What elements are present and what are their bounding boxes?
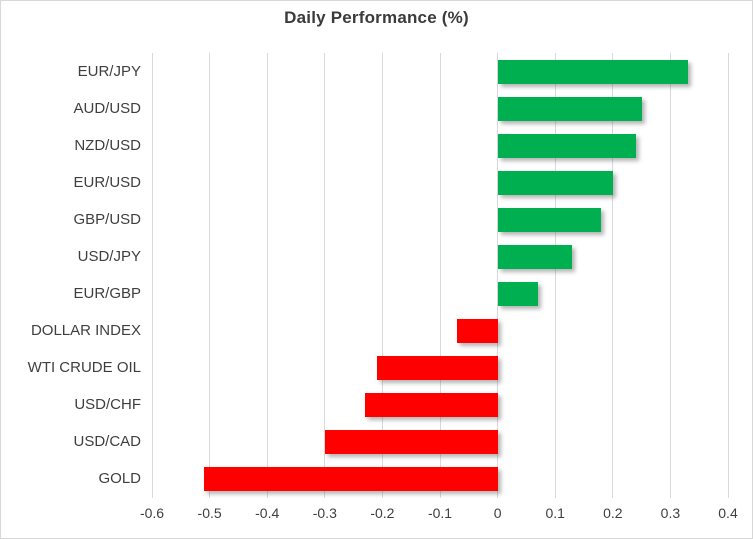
bar-eur-usd [497,170,613,195]
bar-eur-jpy [497,59,688,84]
plot-area [151,53,729,498]
category-label-usd-jpy: USD/JPY [77,247,141,265]
gridline--0_6 [151,53,153,498]
chart-title: Daily Performance (%) [284,8,469,27]
category-label-gbp-usd: GBP/USD [73,210,141,228]
gridline-0 [497,53,499,498]
gridline--0_2 [381,53,383,498]
gridline-0_1 [554,53,556,498]
xtick-label-0_3: 0.3 [660,505,681,521]
bar-wti-crude-oil [376,356,498,381]
category-label-usd-cad: USD/CAD [73,433,141,451]
gridline--0_1 [439,53,441,498]
xtick-label-0_2: 0.2 [603,505,623,521]
category-label-nzd-usd: NZD/USD [74,136,141,154]
gridline-0_4 [727,53,729,498]
xtick-label--0_5: -0.5 [197,505,222,521]
bar-dollar-index [457,319,498,344]
xtick-label--0_2: -0.2 [370,505,395,521]
xtick-label--0_3: -0.3 [312,505,337,521]
xtick-label--0_1: -0.1 [427,505,453,521]
category-label-eur-gbp: EUR/GBP [73,285,141,303]
xtick-label--0_4: -0.4 [255,505,280,521]
bar-nzd-usd [497,133,636,158]
xtick-label-0_4: 0.4 [718,505,738,521]
xtick-label--0_6: -0.6 [139,505,165,521]
xtick-label-0: 0 [493,505,502,521]
bar-gold [203,467,498,492]
category-label-eur-usd: EUR/USD [73,173,141,191]
bar-eur-gbp [497,282,538,307]
xtick-label-0_1: 0.1 [545,505,565,521]
bar-usd-jpy [497,244,573,269]
category-label-aud-usd: AUD/USD [73,99,141,117]
category-label-wti-crude-oil: WTI CRUDE OIL [27,359,141,377]
category-label-gold: GOLD [98,470,141,488]
bar-usd-chf [365,393,498,418]
category-label-eur-jpy: EUR/JPY [77,62,141,80]
gridline-0_3 [669,53,671,498]
gridline--0_4 [266,53,268,498]
gridline--0_5 [209,53,211,498]
category-label-usd-chf: USD/CHF [74,396,141,414]
gridline-0_2 [612,53,614,498]
bar-aud-usd [497,96,642,121]
gridline--0_3 [324,53,326,498]
bar-gbp-usd [497,207,602,232]
bar-usd-cad [324,430,498,455]
category-label-dollar-index: DOLLAR INDEX [30,322,141,340]
